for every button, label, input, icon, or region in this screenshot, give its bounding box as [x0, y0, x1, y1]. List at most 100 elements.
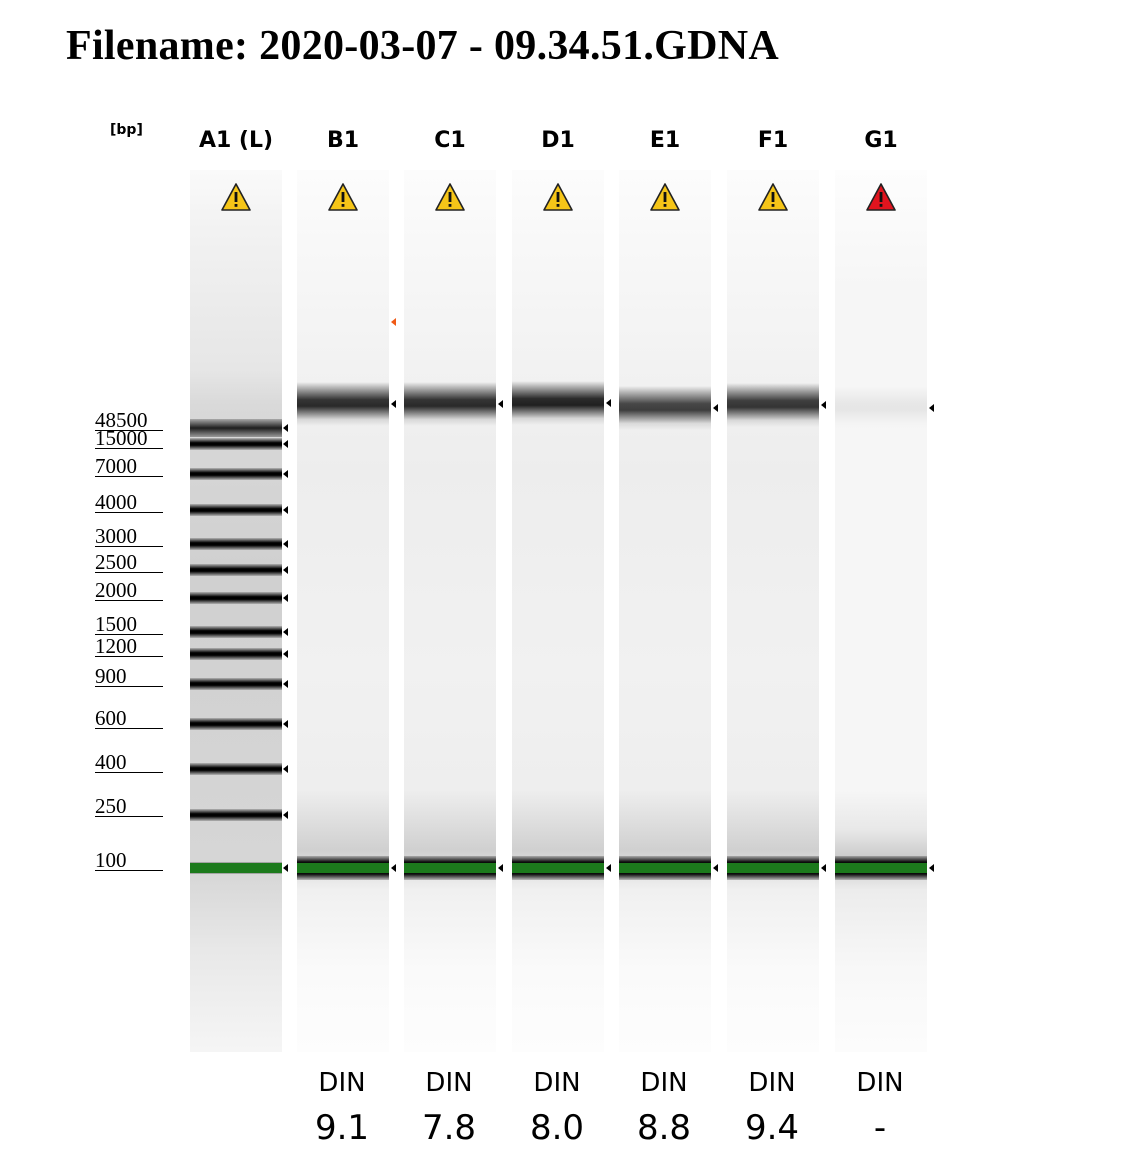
ladder-size-label: 100: [95, 850, 163, 871]
marker-tick: [713, 864, 718, 872]
marker-tick: [929, 864, 934, 872]
band-marker-tick: [283, 566, 288, 574]
band-marker-tick: [606, 399, 611, 407]
band-marker-tick: [283, 594, 288, 602]
ladder-band: [190, 626, 282, 638]
ladder-band: [190, 438, 282, 450]
din-label: DIN: [318, 1068, 366, 1098]
din-value: 7.8: [421, 1108, 477, 1148]
ladder-size-label: 1200: [95, 636, 163, 657]
sample-lane: [727, 170, 819, 1052]
lower-marker-line: [727, 863, 819, 873]
band-marker-tick: [283, 864, 288, 872]
band-marker-tick: [391, 400, 396, 408]
lane-header: D1: [541, 128, 575, 153]
din-value: 9.1: [314, 1108, 370, 1148]
band-marker-tick: [713, 404, 718, 412]
din-value: -: [873, 1108, 887, 1148]
sample-band: [727, 383, 819, 427]
ladder-size-label: 48500: [95, 410, 163, 431]
lane-header: C1: [434, 128, 466, 153]
lower-marker-line: [190, 863, 282, 873]
ladder-size-label: 1500: [95, 614, 163, 635]
band-marker-tick: [283, 628, 288, 636]
warning-icon: [434, 182, 466, 212]
marker-tick: [821, 864, 826, 872]
sample-band: [835, 386, 927, 430]
din-label: DIN: [640, 1068, 688, 1098]
marker-tick: [391, 864, 396, 872]
sample-band: [512, 381, 604, 425]
lane-header: F1: [757, 128, 789, 153]
din-value: 8.8: [636, 1108, 692, 1148]
warning-icon: [757, 182, 789, 212]
din-label: DIN: [533, 1068, 581, 1098]
upper-marker-flag: [391, 318, 396, 326]
lower-marker-line: [512, 863, 604, 873]
band-marker-tick: [821, 401, 826, 409]
ladder-band: [190, 564, 282, 576]
lower-marker-line: [297, 863, 389, 873]
ladder-band: [190, 419, 282, 437]
din-label: DIN: [425, 1068, 473, 1098]
band-marker-tick: [283, 440, 288, 448]
sample-lane: [835, 170, 927, 1052]
din-label: DIN: [856, 1068, 904, 1098]
ladder-band: [190, 504, 282, 516]
ladder-size-label: 2000: [95, 580, 163, 601]
lane-header: E1: [649, 128, 681, 153]
band-marker-tick: [283, 765, 288, 773]
band-marker-tick: [283, 506, 288, 514]
din-value: 9.4: [744, 1108, 800, 1148]
lower-marker-line: [404, 863, 496, 873]
ladder-lane: [190, 170, 282, 1052]
din-label: DIN: [748, 1068, 796, 1098]
ladder-size-label: 250: [95, 796, 163, 817]
din-value: 8.0: [529, 1108, 585, 1148]
warning-icon: [649, 182, 681, 212]
ladder-size-label: 400: [95, 752, 163, 773]
ladder-band: [190, 763, 282, 775]
band-marker-tick: [929, 404, 934, 412]
ladder-size-label: 900: [95, 666, 163, 687]
ladder-band: [190, 809, 282, 821]
ladder-band: [190, 592, 282, 604]
lower-marker-line: [619, 863, 711, 873]
ladder-size-label: 7000: [95, 456, 163, 477]
lane-header: A1 (L): [198, 128, 274, 153]
ladder-size-label: 4000: [95, 492, 163, 513]
warning-icon: [327, 182, 359, 212]
ladder-band: [190, 538, 282, 550]
sample-lane: [512, 170, 604, 1052]
band-marker-tick: [283, 720, 288, 728]
error-icon: [865, 182, 897, 212]
ladder-size-label: 600: [95, 708, 163, 729]
band-marker-tick: [283, 424, 288, 432]
ladder-band: [190, 468, 282, 480]
lane-header: G1: [864, 128, 898, 153]
sample-band: [619, 386, 711, 430]
warning-icon: [220, 182, 252, 212]
page-title: Filename: 2020-03-07 - 09.34.51.GDNA: [66, 23, 780, 69]
marker-tick: [498, 864, 503, 872]
warning-icon: [542, 182, 574, 212]
ladder-size-label: 2500: [95, 552, 163, 573]
sample-band: [297, 382, 389, 426]
ladder-band: [190, 718, 282, 730]
band-marker-tick: [283, 680, 288, 688]
band-marker-tick: [283, 470, 288, 478]
ladder-size-label: 3000: [95, 526, 163, 547]
sample-lane: [297, 170, 389, 1052]
ladder-band: [190, 648, 282, 660]
band-marker-tick: [498, 400, 503, 408]
band-marker-tick: [283, 540, 288, 548]
marker-tick: [606, 864, 611, 872]
sample-lane: [619, 170, 711, 1052]
ladder-band: [190, 678, 282, 690]
unit-label: [bp]: [110, 122, 143, 138]
lower-marker-line: [835, 863, 927, 873]
lane-header: B1: [326, 128, 360, 153]
band-marker-tick: [283, 650, 288, 658]
band-marker-tick: [283, 811, 288, 819]
sample-band: [404, 382, 496, 426]
